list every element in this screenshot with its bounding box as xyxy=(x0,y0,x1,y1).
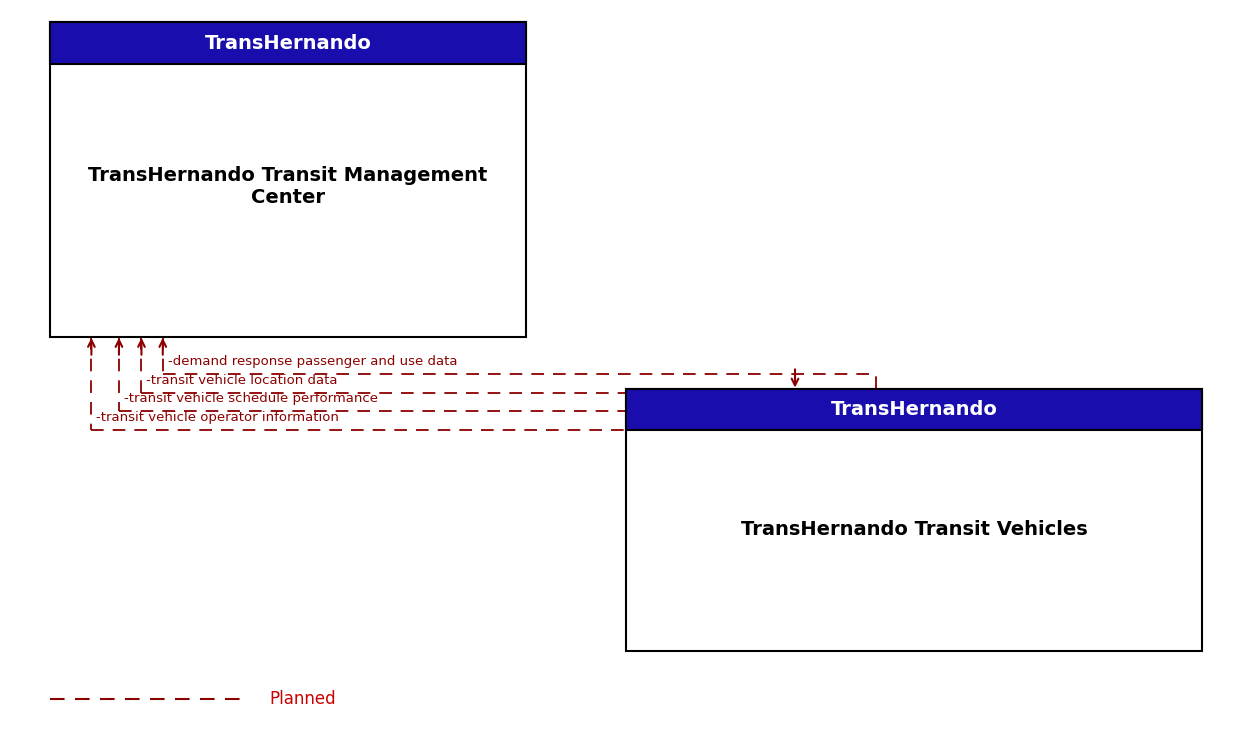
Text: -transit vehicle operator information: -transit vehicle operator information xyxy=(96,411,339,424)
Text: TransHernando: TransHernando xyxy=(830,400,998,419)
Text: -transit vehicle location data: -transit vehicle location data xyxy=(146,374,338,387)
Text: -demand response passenger and use data: -demand response passenger and use data xyxy=(168,355,457,368)
Text: -transit vehicle schedule performance: -transit vehicle schedule performance xyxy=(124,393,378,405)
Text: Planned: Planned xyxy=(269,690,336,708)
Bar xyxy=(50,22,526,337)
Text: TransHernando Transit Management
Center: TransHernando Transit Management Center xyxy=(89,166,487,207)
Bar xyxy=(626,389,1202,430)
Bar xyxy=(50,22,526,64)
Bar xyxy=(626,389,1202,430)
Bar xyxy=(626,389,1202,651)
Text: TransHernando: TransHernando xyxy=(204,34,372,52)
Bar xyxy=(50,22,526,64)
Text: TransHernando Transit Vehicles: TransHernando Transit Vehicles xyxy=(741,520,1087,539)
